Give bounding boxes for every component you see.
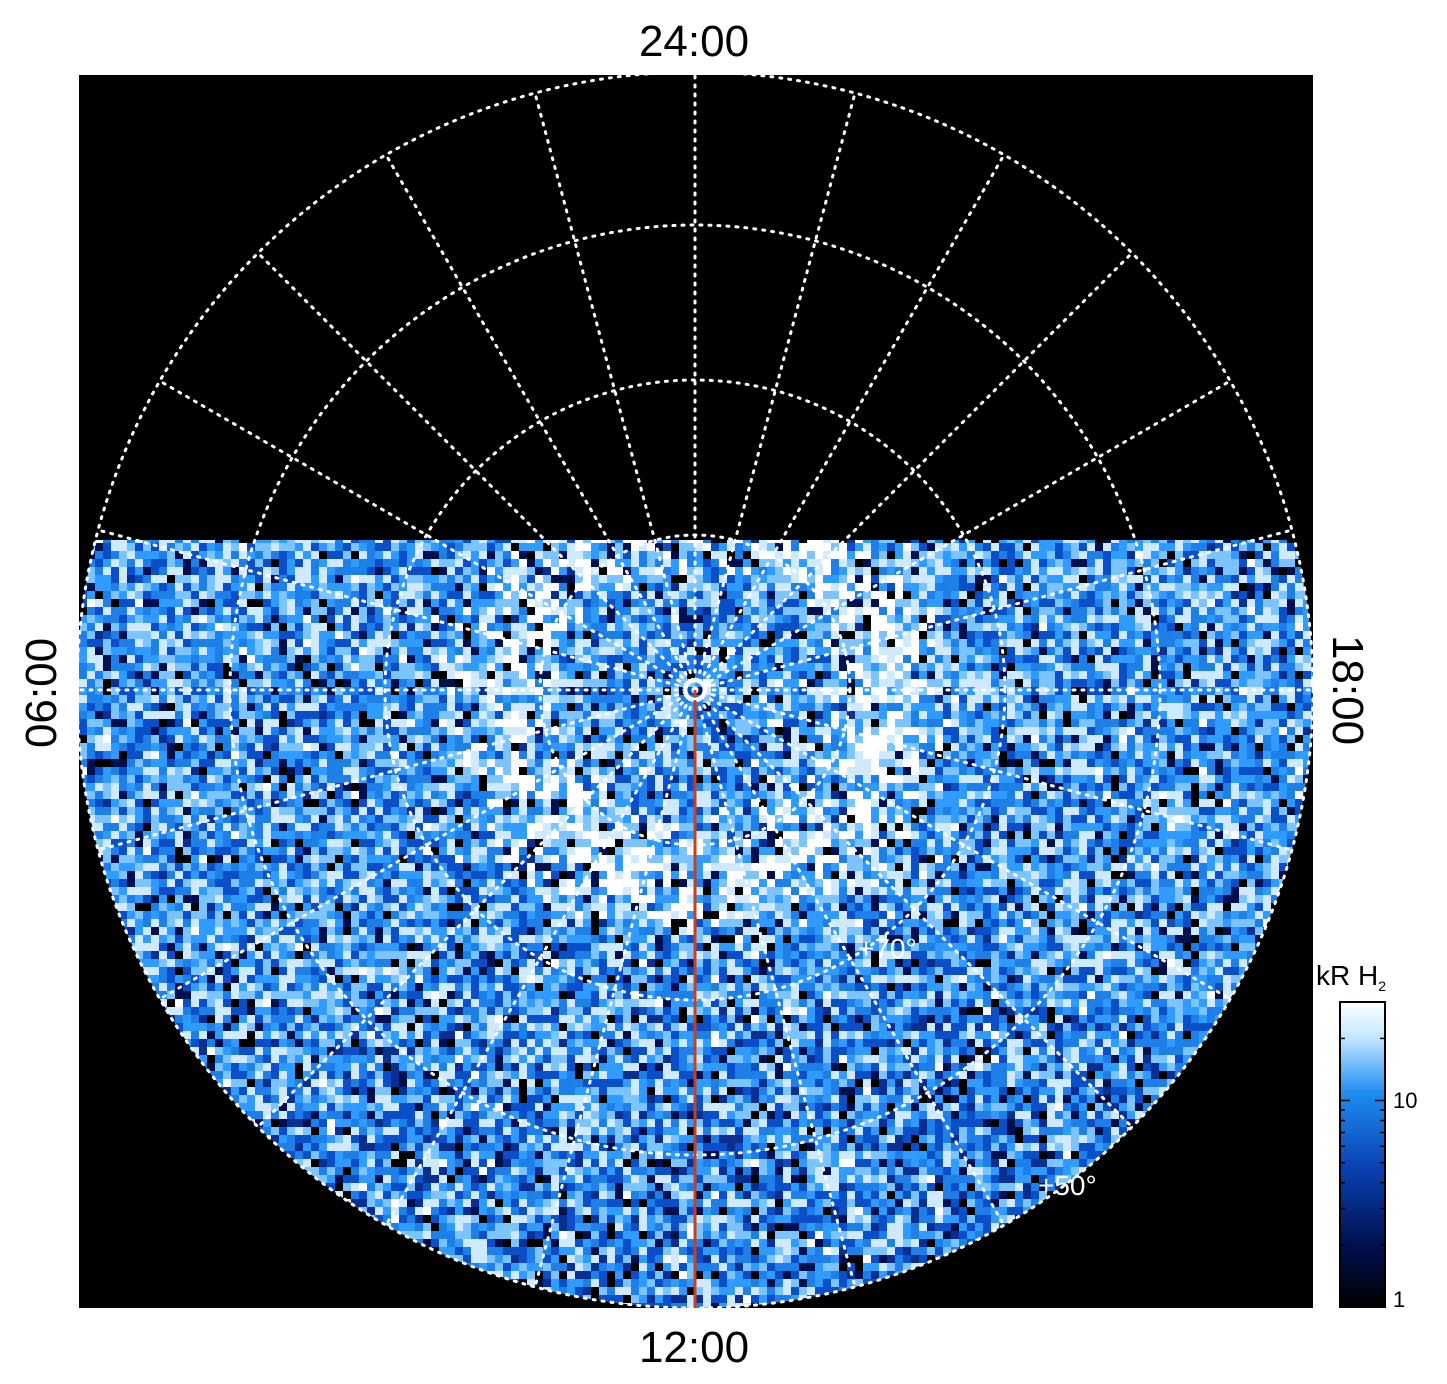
meridian-line: [693, 251, 1134, 692]
meridian-line: [533, 688, 697, 1289]
emission-image: [79, 540, 1313, 1308]
meridian-line: [693, 379, 1232, 692]
colorbar-tick-label: 10: [1393, 1088, 1417, 1113]
meridian-line: [693, 688, 1006, 1227]
meridian-line: [693, 528, 1294, 692]
latitude-label-50: +50°: [1038, 1170, 1097, 1201]
colorbar-tick-label: 1: [1393, 1287, 1405, 1312]
meridian-line: [256, 688, 697, 1129]
local-time-label-bottom: 12:00: [639, 1323, 749, 1372]
colorbar-title: kR H2: [1316, 960, 1386, 994]
meridian-line: [693, 688, 1232, 1001]
meridian-line: [96, 688, 697, 852]
meridian-line: [158, 688, 697, 1001]
meridian-line: [384, 688, 697, 1227]
meridian-line: [533, 91, 697, 692]
meridian-line: [693, 91, 857, 692]
local-time-label-left: 06:00: [17, 638, 66, 748]
meridian-line: [158, 379, 697, 692]
local-time-label-right: 18:00: [1323, 635, 1372, 745]
local-time-label-top: 24:00: [639, 17, 749, 66]
meridian-line: [693, 688, 1134, 1129]
meridian-line: [384, 153, 697, 692]
colorbar: kR H2 10 1: [1316, 960, 1417, 1312]
latitude-label-70: +70°: [858, 933, 917, 964]
pole-marker-icon: [684, 679, 706, 701]
meridian-line: [693, 153, 1006, 692]
meridian-line: [96, 528, 697, 692]
colorbar-gradient: [1339, 1001, 1386, 1308]
meridian-line: [256, 251, 697, 692]
meridian-line: [693, 688, 857, 1289]
meridian-line: [693, 688, 1294, 852]
